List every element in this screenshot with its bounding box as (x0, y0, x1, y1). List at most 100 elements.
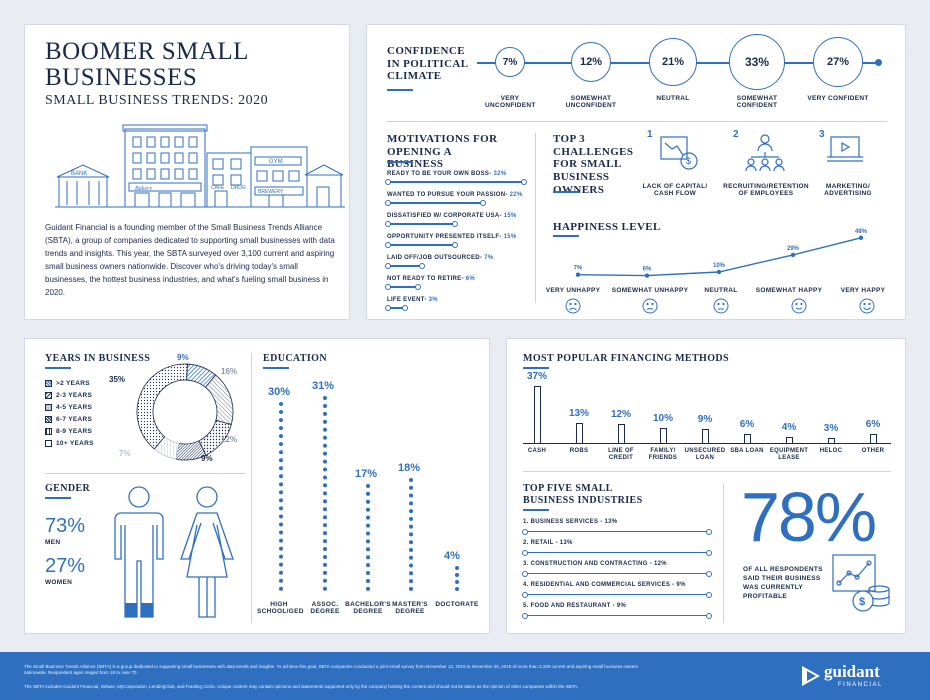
confidence-circle: 7% (495, 47, 525, 77)
profit-growth-icon: $ (832, 554, 890, 612)
motivations-underline (387, 161, 413, 163)
industry-line-end (706, 549, 712, 556)
education-value: 17% (355, 467, 378, 480)
motivation-bar-start (385, 304, 391, 311)
svg-text:$: $ (859, 596, 865, 608)
motivation-label: OPPORTUNITY PRESENTED ITSELF- 15% (387, 234, 517, 240)
footer-text-2: The SBTA includes Guidant Financial, Del… (24, 684, 579, 689)
financing-bar (660, 427, 667, 443)
financing-bar (744, 433, 751, 443)
brewery-sign: BREWERY (258, 189, 284, 195)
intro-text: Guidant Financial is a founding member o… (45, 223, 335, 297)
education-bar (279, 402, 283, 591)
confidence-value: 7% (502, 56, 518, 68)
confidence-divider (387, 121, 887, 122)
financing-value: 12% (610, 409, 631, 421)
confidence-circle: 21% (649, 38, 697, 86)
motivation-bar (387, 223, 455, 225)
financing-divider (523, 471, 891, 472)
confidence-track-end (875, 59, 882, 66)
confidence-label: SOMEWHAT CONFIDENT (736, 95, 778, 109)
bakery-sign: Bakery (135, 186, 152, 192)
motivation-bar-end (414, 283, 421, 290)
happiness-underline (553, 235, 579, 237)
motivation-bar-end (418, 262, 425, 269)
happiness-point (858, 235, 864, 240)
financing-bar (786, 436, 793, 443)
profitable-text: OF ALL RESPONDENTS SAID THEIR BUSINESS W… (743, 566, 823, 600)
financing-value: 6% (739, 418, 755, 430)
happiness-point (716, 269, 722, 275)
challenges-underline (553, 191, 579, 193)
financing-label: LINE OF CREDIT (608, 448, 634, 461)
industries-underline (523, 509, 549, 511)
education-label: DOCTORATE (435, 601, 479, 608)
profitable-percent: 78% (741, 478, 877, 556)
motivation-bar-end (451, 220, 458, 227)
cash-flow-icon: $ (660, 136, 698, 170)
very-unhappy-face-icon (565, 298, 581, 314)
gym-sign: GYM (269, 159, 283, 165)
motivation-label: READY TO BE YOUR OWN BOSS- 32% (387, 171, 507, 177)
page-subtitle: SMALL BUSINESS TRENDS: 2020 (45, 93, 269, 108)
financing-label: HELOC (819, 448, 843, 454)
challenge-number: 1 (647, 129, 653, 140)
motivation-bar (387, 244, 455, 246)
motivation-bar (387, 286, 418, 288)
years-legend: >2 YEARS 2-3 YEARS 4-5 YEARS 6-7 YEARS 8… (45, 377, 125, 449)
legend-swatch (45, 439, 52, 447)
confidence-circle: 33% (729, 34, 785, 90)
motivation-label: LIFE EVENT- 3% (387, 297, 438, 303)
happiness-title: HAPPINESS LEVEL (553, 221, 661, 233)
financing-label: SBA LOAN (730, 448, 764, 454)
financing-label: ROBS (569, 448, 589, 454)
gender-title: GENDER (45, 483, 91, 494)
education-bar (323, 395, 327, 591)
motivation-bar-start (385, 178, 391, 185)
motivation-bar-end (402, 304, 409, 311)
page-title: BOOMER SMALL BUSINESSES (45, 38, 249, 91)
gender-education-divider (251, 353, 252, 623)
intro-panel: BOOMER SMALL BUSINESSES SMALL BUSINESS T… (24, 24, 350, 320)
industry-line-end (522, 570, 528, 577)
legend-swatch (45, 403, 52, 411)
financing-axis (523, 443, 891, 444)
men-label: MEN (45, 539, 61, 546)
footer: The Small Business Trends Alliance (SBTA… (0, 652, 930, 700)
industry-line-end (706, 528, 712, 535)
financing-value: 3% (823, 423, 839, 435)
woman-figure-icon (180, 486, 234, 618)
education-label: ASSOC. DEGREE (310, 601, 340, 615)
challenge-number: 3 (819, 129, 825, 140)
happiness-chart: 7% 6% 10% 29% 48% (574, 229, 868, 278)
guidant-logo-sub: FINANCIAL (838, 682, 883, 688)
motivation-bar-start (385, 283, 391, 290)
financing-label: EQUIPMENT LEASE (769, 448, 809, 461)
education-value: 18% (398, 461, 421, 474)
demographics-panel: YEARS IN BUSINESS >2 YEARS 2-3 YEARS 4-5… (24, 338, 490, 634)
financing-bar (576, 422, 583, 443)
education-underline (263, 367, 289, 369)
education-bar (409, 477, 413, 591)
motivation-bar (387, 202, 484, 204)
financing-value: 37% (526, 370, 547, 382)
financing-label: CASH (527, 448, 547, 454)
very-happy-face-icon (859, 298, 875, 314)
years-underline (45, 367, 71, 369)
motivations-title: MOTIVATIONS FOR OPENING A BUSINESS (387, 133, 498, 171)
legend-item: 2-3 YEARS (45, 389, 125, 401)
donut-label: 7% (119, 449, 131, 458)
guidant-logo-text[interactable]: guidant (824, 662, 880, 681)
bank-sign: BANK (71, 171, 87, 177)
challenge-number: 2 (733, 129, 739, 140)
education-label: HIGH SCHOOL/GED (257, 601, 304, 615)
happiness-value: 6% (643, 267, 652, 273)
industry-line-end (522, 549, 528, 556)
legend-item: 8-9 YEARS (45, 425, 125, 437)
happiness-label: VERY UNHAPPY (545, 287, 601, 294)
motivation-bar (387, 181, 525, 183)
education-value: 30% (268, 386, 291, 398)
happiness-value: 10% (713, 263, 726, 269)
legend-item: >2 YEARS (45, 377, 125, 389)
motivation-bar-end (521, 178, 528, 185)
